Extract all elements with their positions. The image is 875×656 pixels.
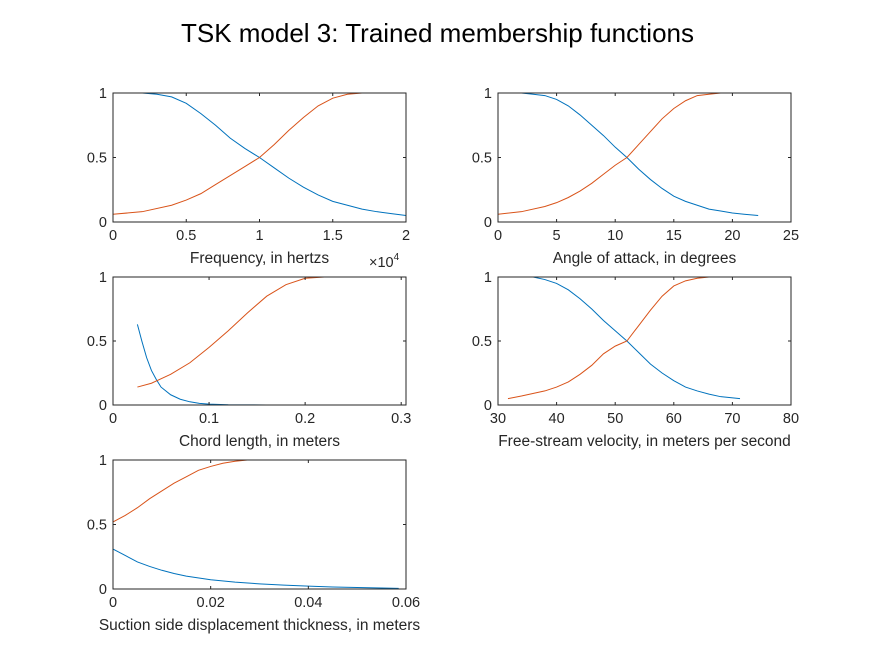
y-tick-label: 0.5: [472, 334, 492, 350]
x-tick-label: 0.02: [197, 595, 225, 611]
x-tick-label: 1: [255, 228, 263, 244]
subplot-3: 0 0.1 0.2 0.3 0 0.5 1 Chord length, in meters: [87, 270, 411, 450]
x-tick-label: 10: [607, 228, 623, 244]
x-tick-label: 0.3: [391, 411, 411, 427]
series-line-mf2: [497, 92, 759, 215]
axes-box: [497, 92, 792, 223]
series-line-mf1: [136, 324, 406, 406]
x-tick-label: 0.5: [176, 228, 196, 244]
y-tick-label: 1: [99, 86, 107, 102]
series-line-mf1: [113, 92, 407, 217]
x-axis-label: Frequency, in hertzs: [190, 250, 330, 267]
x-tick-label: 20: [724, 228, 740, 244]
x-tick-label: 40: [549, 411, 565, 427]
series-line-mf1: [498, 92, 759, 217]
y-tick-label: 0.5: [87, 151, 107, 167]
series-line-mf1: [507, 276, 741, 400]
y-tick-label: 1: [99, 453, 107, 469]
x-tick-label: 30: [490, 411, 506, 427]
y-tick-label: 0: [99, 582, 107, 598]
x-tick-label: 2: [402, 228, 410, 244]
x-tick-label: 0.2: [295, 411, 315, 427]
x-tick-label: 80: [783, 411, 799, 427]
x-tick-label: 15: [666, 228, 682, 244]
x-tick-label: 60: [666, 411, 682, 427]
x-tick-label: 0: [109, 411, 117, 427]
x-tick-label: 0: [109, 228, 117, 244]
x-exponent-label: ×104: [369, 252, 400, 271]
y-tick-label: 1: [484, 86, 492, 102]
figure-title: TSK model 3: Trained membership function…: [180, 18, 695, 48]
x-tick-label: 25: [783, 228, 799, 244]
x-axis-label: Angle of attack, in degrees: [553, 250, 737, 267]
axes-box: [112, 459, 407, 590]
x-axis-label: Free-stream velocity, in meters per seco…: [498, 433, 791, 450]
y-tick-label: 0: [484, 215, 492, 231]
x-tick-label: 0.04: [294, 595, 322, 611]
subplot-5: 0 0.02 0.04 0.06 0 0.5 1 Suction side displacem…: [87, 453, 421, 634]
series-line-mf2: [137, 276, 406, 388]
x-tick-label: 70: [724, 411, 740, 427]
series-line-mf2: [112, 459, 406, 523]
x-axis-label: Suction side displacement thickness, in …: [99, 617, 421, 634]
x-tick-label: 0: [109, 595, 117, 611]
y-tick-label: 0.5: [87, 334, 107, 350]
y-tick-label: 0: [484, 398, 492, 414]
series-line-mf2: [507, 276, 741, 400]
subplot-1: 0 0.5 1 1.5 2 0 0.5 1 Frequency, in hertzs ×104: [87, 86, 410, 271]
y-tick-label: 0.5: [87, 518, 107, 534]
x-tick-label: 0: [494, 228, 502, 244]
x-tick-label: 5: [553, 228, 561, 244]
series-line-mf1: [112, 548, 399, 589]
x-tick-label: 50: [607, 411, 623, 427]
x-tick-label: 0.1: [199, 411, 219, 427]
series-line-mf2: [112, 92, 406, 215]
x-tick-label: 1.5: [323, 228, 343, 244]
y-tick-label: 1: [484, 270, 492, 286]
axes-box: [497, 276, 792, 406]
x-tick-label: 0.06: [392, 595, 420, 611]
y-tick-label: 1: [99, 270, 107, 286]
y-tick-label: 0: [99, 215, 107, 231]
subplot-2: 0 5 10 15 20 25 0 0.5 1 Angle of attack, in degre…: [472, 86, 799, 267]
axes-box: [112, 276, 407, 406]
y-tick-label: 0: [99, 398, 107, 414]
x-axis-label: Chord length, in meters: [179, 433, 340, 450]
y-tick-label: 0.5: [472, 151, 492, 167]
subplot-4: 30 40 50 60 70 80 0 0.5 1 Free-stream velocity, i…: [472, 270, 799, 450]
